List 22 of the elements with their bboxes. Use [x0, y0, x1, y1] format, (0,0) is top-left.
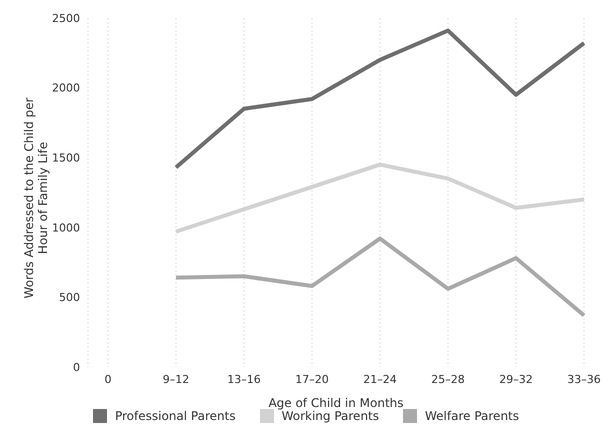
- y-tick-label: 1500: [52, 152, 80, 165]
- legend-label: Working Parents: [282, 409, 380, 423]
- x-tick-label: 9–12: [162, 372, 190, 386]
- x-tick-label: 13–16: [227, 372, 261, 386]
- y-tick-label: 500: [59, 291, 80, 304]
- x-tick-label: 33–36: [567, 372, 601, 386]
- x-tick-label: 29–32: [499, 372, 533, 386]
- y-tick-label: 0: [73, 360, 80, 374]
- line-series: [174, 28, 586, 170]
- x-tick-label: 17–20: [295, 372, 329, 386]
- x-tick-label: 0: [104, 372, 112, 386]
- x-tick-label: 25–28: [431, 372, 465, 386]
- y-tick-label: 2000: [52, 82, 80, 95]
- x-tick-label: 21–24: [363, 372, 397, 386]
- y-tick-label: 1000: [52, 221, 80, 234]
- y-axis-title: Words Addressed to the Child per Hour of Family Life: [22, 97, 50, 298]
- line-series: [174, 162, 586, 234]
- x-axis-title: Age of Child in Months: [268, 396, 404, 410]
- legend-label: Welfare Parents: [425, 409, 520, 423]
- line-series: [174, 236, 586, 318]
- legend-label: Professional Parents: [114, 409, 236, 423]
- y-tick-label: 2500: [52, 12, 80, 25]
